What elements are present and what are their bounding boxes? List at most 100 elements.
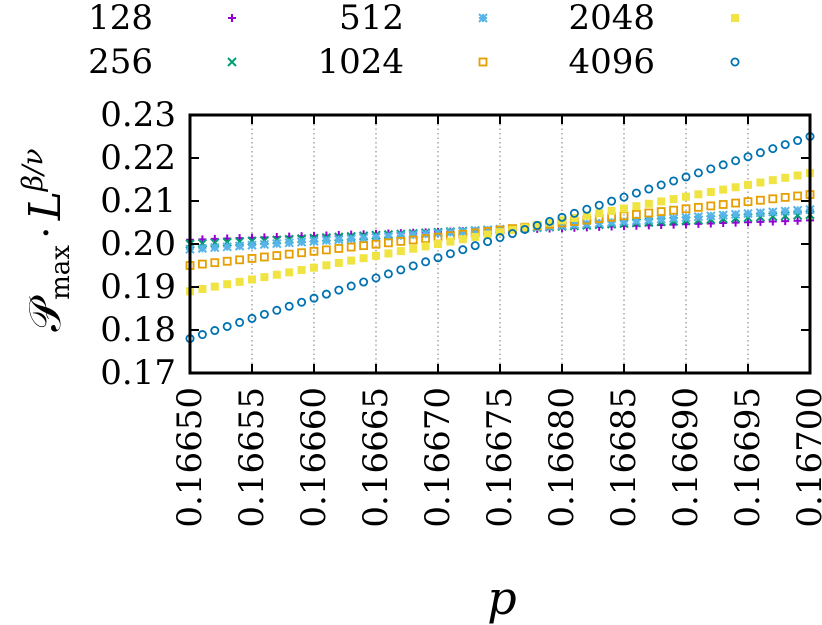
legend-marker	[731, 14, 739, 22]
data-point	[619, 192, 629, 202]
data-point	[310, 263, 318, 272]
data-point	[420, 229, 431, 239]
data-point	[223, 280, 232, 289]
data-point	[408, 261, 418, 271]
data-point	[458, 227, 468, 237]
x-tick-label: 0.16700	[790, 387, 822, 528]
data-point	[644, 184, 654, 194]
data-point	[681, 172, 691, 182]
data-point	[408, 235, 418, 245]
data-point	[297, 266, 306, 275]
y-label-dot: ·	[24, 226, 70, 239]
data-point	[248, 275, 256, 284]
data-point	[595, 209, 604, 218]
data-point	[197, 330, 207, 340]
data-point	[718, 160, 728, 170]
data-point	[570, 213, 579, 222]
data-point	[606, 217, 617, 227]
legend: 128 256 512 1024 2048 4096	[88, 0, 740, 82]
y-tick-label: 0.21	[100, 181, 176, 221]
legend-label: 128	[88, 0, 153, 38]
x-tick-label: 0.16650	[170, 387, 210, 528]
data-point	[694, 190, 703, 199]
data-point	[755, 208, 766, 218]
data-points	[185, 131, 815, 344]
data-point	[781, 217, 790, 226]
data-point	[656, 180, 666, 190]
data-point	[296, 237, 307, 247]
data-point	[210, 242, 220, 253]
data-point	[198, 235, 207, 244]
legend-marker	[478, 57, 488, 67]
data-point	[371, 239, 381, 249]
svg-text:𝒫max·Lβ/ν: 𝒫max · Lβ/ν	[16, 148, 76, 331]
data-point	[532, 220, 542, 230]
y-label-exponent: β/ν	[16, 148, 49, 192]
series-4096	[185, 131, 815, 344]
data-point	[334, 258, 343, 267]
series-2048	[186, 169, 814, 296]
data-point	[272, 238, 282, 249]
data-point	[383, 238, 393, 248]
data-point	[247, 240, 257, 250]
data-point	[495, 233, 505, 243]
data-point	[631, 215, 642, 226]
data-point	[681, 204, 691, 214]
data-point	[545, 216, 555, 226]
data-point	[471, 232, 480, 241]
data-point	[706, 164, 716, 174]
data-point	[297, 297, 307, 307]
data-point	[210, 326, 220, 336]
data-point	[235, 277, 244, 286]
data-point	[284, 301, 294, 311]
data-point	[482, 225, 493, 235]
data-point	[396, 236, 406, 246]
data-point	[656, 214, 666, 224]
data-point	[768, 144, 778, 154]
data-point	[594, 200, 604, 210]
plot-frame	[188, 113, 812, 375]
data-point	[210, 282, 219, 291]
x-tick-label: 0.16675	[480, 387, 520, 528]
data-point	[210, 258, 220, 268]
y-tick-label: 0.18	[100, 310, 176, 350]
data-point	[768, 176, 777, 185]
data-point	[285, 268, 294, 277]
data-point	[334, 285, 344, 295]
y-label-script-p: 𝒫	[20, 295, 71, 332]
data-point	[383, 231, 394, 242]
x-tick-label: 0.16660	[294, 387, 334, 528]
data-point	[372, 251, 380, 260]
legend-marker	[478, 13, 488, 23]
data-point	[284, 249, 294, 259]
data-point	[309, 293, 319, 303]
data-point	[681, 212, 691, 223]
data-point	[743, 208, 753, 219]
data-point	[520, 224, 530, 234]
x-axis-label: p	[487, 571, 516, 625]
data-point	[483, 230, 492, 239]
y-tick-label: 0.23	[100, 95, 176, 135]
data-point	[557, 212, 567, 222]
legend-label: 256	[88, 42, 153, 82]
data-point	[235, 255, 245, 265]
data-point	[359, 254, 368, 263]
data-point	[755, 148, 765, 158]
data-point	[657, 197, 666, 206]
data-point	[396, 247, 405, 256]
data-point	[582, 211, 591, 220]
x-tick-label: 0.16690	[666, 387, 706, 528]
legend-label: 512	[339, 0, 404, 38]
data-point	[334, 234, 344, 245]
data-point	[780, 192, 790, 202]
data-point	[446, 237, 455, 246]
data-point	[793, 136, 803, 146]
data-point	[718, 200, 728, 209]
x-tick-label: 0.16685	[604, 387, 644, 528]
data-point	[371, 273, 381, 283]
data-point	[780, 206, 790, 216]
data-point	[259, 252, 269, 262]
data-point	[371, 232, 381, 242]
data-point	[359, 277, 369, 287]
data-point	[359, 241, 369, 251]
